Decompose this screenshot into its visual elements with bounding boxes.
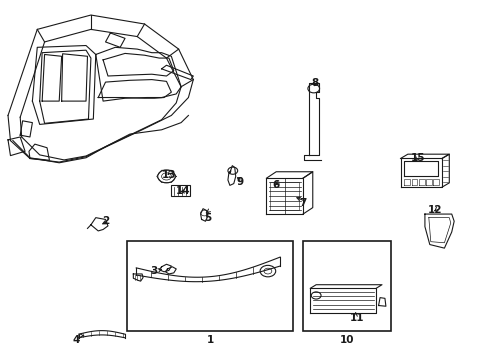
Text: 14: 14 xyxy=(176,186,190,196)
Text: 1: 1 xyxy=(206,334,214,345)
Text: 3: 3 xyxy=(150,266,158,276)
Text: 4: 4 xyxy=(72,334,80,345)
Text: 10: 10 xyxy=(339,334,353,345)
Text: 12: 12 xyxy=(427,206,441,216)
Text: 2: 2 xyxy=(102,216,109,226)
Text: 7: 7 xyxy=(299,198,306,208)
Text: 5: 5 xyxy=(204,213,211,222)
Text: 9: 9 xyxy=(236,177,243,187)
Text: 8: 8 xyxy=(311,78,318,88)
Text: 15: 15 xyxy=(409,153,424,163)
Text: 11: 11 xyxy=(349,313,363,323)
Bar xyxy=(127,241,293,330)
Text: 6: 6 xyxy=(272,180,279,190)
Bar xyxy=(303,241,390,330)
Text: 13: 13 xyxy=(162,170,176,180)
